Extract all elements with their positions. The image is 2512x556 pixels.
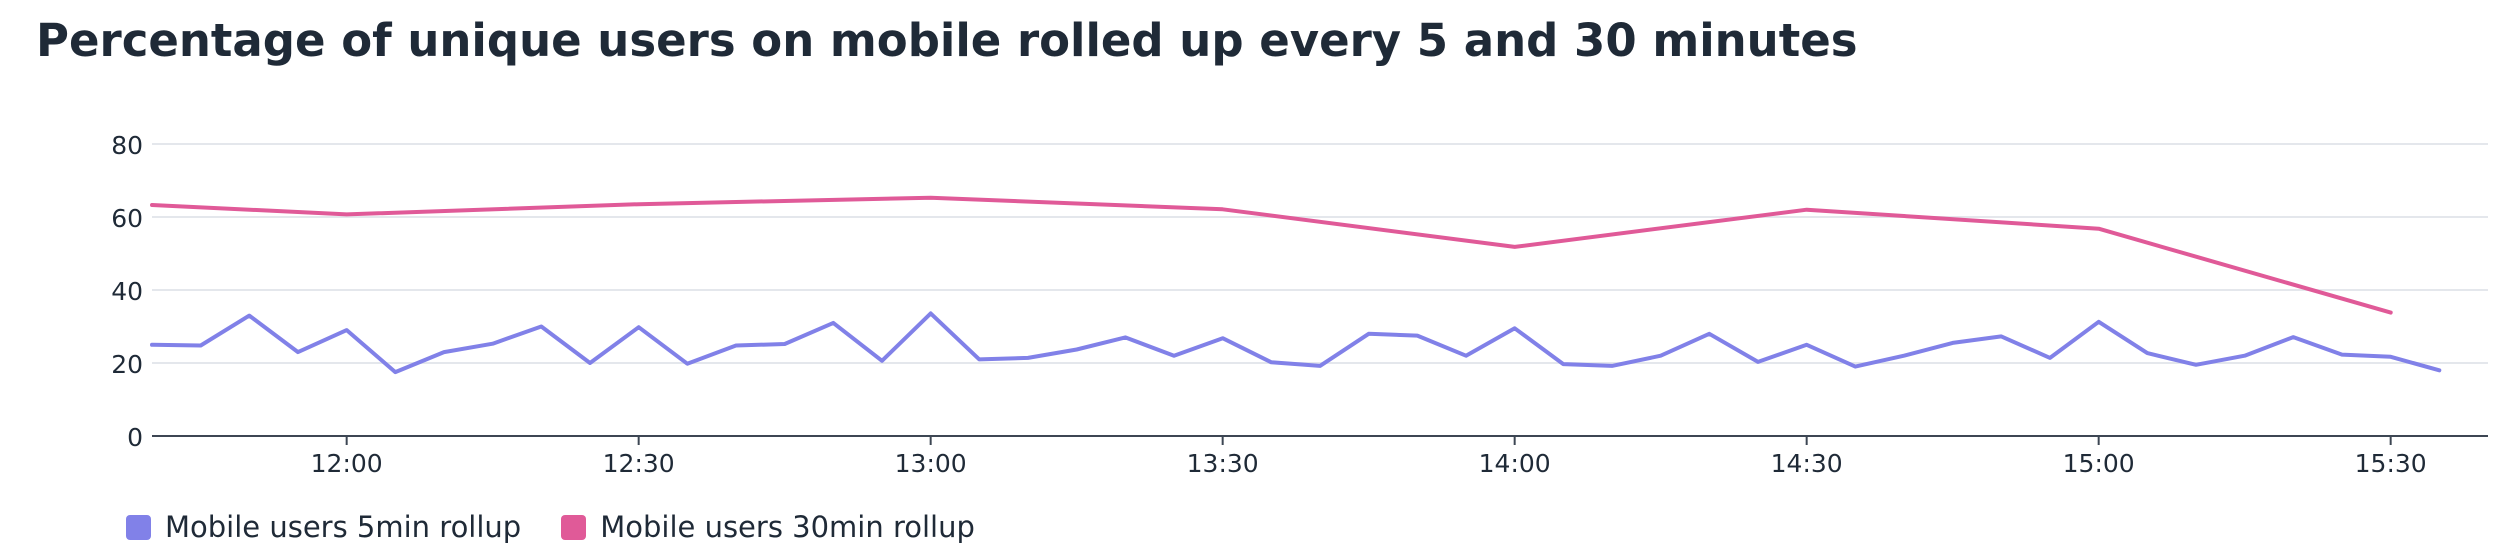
legend-swatch xyxy=(126,514,151,540)
chart-title: Percentage of unique users on mobile rol… xyxy=(36,14,1858,67)
series-line-5min xyxy=(150,311,2442,375)
x-tick-label: 15:30 xyxy=(2355,449,2427,478)
legend-item[interactable]: Mobile users 30min rollup xyxy=(561,510,975,544)
x-tick-label: 13:00 xyxy=(895,449,967,478)
chart-legend: Mobile users 5min rollup Mobile users 30m… xyxy=(126,510,975,544)
line-chart: 0 20 40 60 80 12:00 12:30 13:00 13:30 14:00 14:30 1… xyxy=(111,131,2488,478)
y-tick-label: 60 xyxy=(111,204,143,233)
legend-item[interactable]: Mobile users 5min rollup xyxy=(126,510,521,544)
legend-swatch xyxy=(561,514,587,540)
x-tick-label: 14:00 xyxy=(1479,449,1551,478)
x-tick-label: 14:30 xyxy=(1771,449,1843,478)
y-tick-label: 20 xyxy=(111,350,143,379)
x-tick-label: 13:30 xyxy=(1187,449,1259,478)
legend-label: Mobile users 30min rollup xyxy=(600,510,975,544)
x-tick-label: 12:00 xyxy=(311,449,383,478)
y-tick-label: 0 xyxy=(127,423,143,452)
y-tick-label: 80 xyxy=(111,131,143,160)
series-line-30min xyxy=(150,195,2393,315)
x-tick-label: 12:30 xyxy=(603,449,675,478)
legend-label: Mobile users 5min rollup xyxy=(165,510,522,544)
y-tick-label: 40 xyxy=(111,277,143,306)
x-tick-label: 15:00 xyxy=(2063,449,2135,478)
